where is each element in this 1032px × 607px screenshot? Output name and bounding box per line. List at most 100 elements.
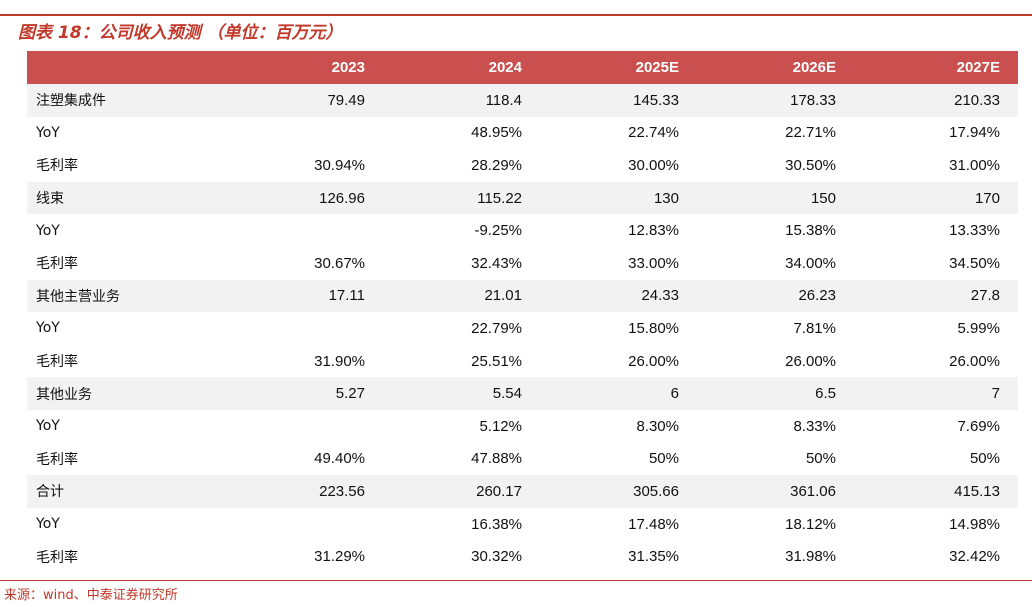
value-cell bbox=[227, 214, 383, 247]
row-label: 毛利率 bbox=[36, 354, 78, 371]
value-cell: 22.71% bbox=[785, 124, 836, 142]
source-note: 来源：wind、中泰证券研究所 bbox=[4, 588, 178, 603]
table-header-row: 2023 2024 2025E 2026E 2027E bbox=[27, 51, 1018, 84]
value-cell: 14.98% bbox=[949, 515, 1000, 533]
value-cell: 26.00% bbox=[628, 352, 679, 370]
value-cell: 5.12% bbox=[479, 417, 522, 435]
value-cell: 30.50% bbox=[785, 156, 836, 174]
value-cell: 260.17 bbox=[383, 475, 540, 508]
value-cell: 26.00% bbox=[785, 352, 836, 370]
row-label: 毛利率 bbox=[36, 451, 78, 468]
value-cell: 31.00% bbox=[949, 156, 1000, 174]
header-cell: 2027E bbox=[854, 51, 1018, 84]
value-cell: 415.13 bbox=[854, 475, 1018, 508]
row-label: 毛利率 bbox=[36, 158, 78, 175]
value-cell: 48.95% bbox=[471, 124, 522, 142]
table-row: YoY 5.12% 8.30% 8.33% 7.69% bbox=[27, 410, 1018, 443]
value-cell: 8.33% bbox=[793, 417, 836, 435]
value-cell: 26.23 bbox=[697, 279, 854, 313]
value-cell: 30.00% bbox=[628, 156, 679, 174]
table-row: 毛利率 31.90% 25.51% 26.00% 26.00% 26.00% bbox=[27, 345, 1018, 378]
value-cell: 24.33 bbox=[540, 279, 697, 313]
row-label: 注塑集成件 bbox=[27, 84, 227, 117]
value-cell: 31.29% bbox=[314, 548, 365, 566]
table-row: YoY -9.25% 12.83% 15.38% 13.33% bbox=[27, 214, 1018, 247]
header-cell bbox=[27, 51, 227, 84]
value-cell: 17.11 bbox=[227, 279, 383, 313]
value-cell: 34.50% bbox=[949, 254, 1000, 272]
value-cell: 170 bbox=[854, 181, 1018, 215]
value-cell: 79.49 bbox=[227, 84, 383, 117]
value-cell: 6.5 bbox=[697, 377, 854, 410]
value-cell: 12.83% bbox=[628, 222, 679, 240]
value-cell: 16.38% bbox=[471, 515, 522, 533]
row-label: YoY bbox=[36, 222, 60, 239]
table-row: 其他主营业务 17.11 21.01 24.33 26.23 27.8 bbox=[27, 279, 1018, 313]
table-row: 毛利率 31.29% 30.32% 31.35% 31.98% 32.42% bbox=[27, 540, 1018, 573]
value-cell: 13.33% bbox=[949, 222, 1000, 240]
row-label: YoY bbox=[36, 516, 60, 533]
row-label: 线束 bbox=[27, 181, 227, 215]
table-row: YoY 48.95% 22.74% 22.71% 17.94% bbox=[27, 117, 1018, 150]
value-cell: 126.96 bbox=[227, 181, 383, 215]
top-rule bbox=[0, 14, 1032, 16]
value-cell: 32.42% bbox=[949, 548, 1000, 566]
value-cell: 50% bbox=[969, 450, 1000, 468]
value-cell: 5.27 bbox=[227, 377, 383, 410]
value-cell: 5.99% bbox=[957, 319, 1000, 337]
table-row: 注塑集成件 79.49 118.4 145.33 178.33 210.33 bbox=[27, 84, 1018, 117]
value-cell: 118.4 bbox=[383, 84, 540, 117]
revenue-forecast-table: 2023 2024 2025E 2026E 2027E 注塑集成件 79.49 11… bbox=[27, 51, 1018, 573]
value-cell: 7.81% bbox=[793, 319, 836, 337]
value-cell: 17.48% bbox=[628, 515, 679, 533]
value-cell bbox=[227, 410, 383, 443]
header-cell: 2023 bbox=[227, 51, 383, 84]
row-label: 合计 bbox=[27, 475, 227, 508]
value-cell: 6 bbox=[540, 377, 697, 410]
row-label: YoY bbox=[36, 320, 60, 337]
value-cell: 34.00% bbox=[785, 254, 836, 272]
row-label: 其他主营业务 bbox=[27, 279, 227, 313]
value-cell: 33.00% bbox=[628, 254, 679, 272]
value-cell: 27.8 bbox=[854, 279, 1018, 313]
value-cell: 26.00% bbox=[949, 352, 1000, 370]
value-cell: 30.94% bbox=[314, 156, 365, 174]
value-cell: 47.88% bbox=[471, 450, 522, 468]
value-cell bbox=[227, 508, 383, 541]
row-label: YoY bbox=[36, 418, 60, 435]
value-cell: 17.94% bbox=[949, 124, 1000, 142]
value-cell: 28.29% bbox=[471, 156, 522, 174]
value-cell: 223.56 bbox=[227, 475, 383, 508]
value-cell: 15.38% bbox=[785, 222, 836, 240]
value-cell bbox=[227, 312, 383, 345]
table-row: 合计 223.56 260.17 305.66 361.06 415.13 bbox=[27, 475, 1018, 508]
value-cell: 5.54 bbox=[383, 377, 540, 410]
table-row: 其他业务 5.27 5.54 6 6.5 7 bbox=[27, 377, 1018, 410]
value-cell bbox=[227, 117, 383, 150]
value-cell: 50% bbox=[805, 450, 836, 468]
value-cell: 305.66 bbox=[540, 475, 697, 508]
table-row: 毛利率 49.40% 47.88% 50% 50% 50% bbox=[27, 443, 1018, 476]
value-cell: 115.22 bbox=[383, 181, 540, 215]
header-cell: 2025E bbox=[540, 51, 697, 84]
value-cell: 30.32% bbox=[471, 548, 522, 566]
value-cell: 130 bbox=[540, 181, 697, 215]
table-row: 线束 126.96 115.22 130 150 170 bbox=[27, 181, 1018, 215]
value-cell: 15.80% bbox=[628, 319, 679, 337]
value-cell: 31.35% bbox=[628, 548, 679, 566]
value-cell: 22.79% bbox=[471, 319, 522, 337]
value-cell: 7.69% bbox=[957, 417, 1000, 435]
table-row: 毛利率 30.67% 32.43% 33.00% 34.00% 34.50% bbox=[27, 247, 1018, 280]
table-row: 毛利率 30.94% 28.29% 30.00% 30.50% 31.00% bbox=[27, 149, 1018, 182]
value-cell: 32.43% bbox=[471, 254, 522, 272]
source-rule bbox=[0, 580, 1032, 581]
table-row: YoY 22.79% 15.80% 7.81% 5.99% bbox=[27, 312, 1018, 345]
value-cell: 8.30% bbox=[636, 417, 679, 435]
value-cell: 50% bbox=[648, 450, 679, 468]
table-row: YoY 16.38% 17.48% 18.12% 14.98% bbox=[27, 508, 1018, 541]
value-cell: 25.51% bbox=[471, 352, 522, 370]
value-cell: 31.90% bbox=[314, 352, 365, 370]
value-cell: 145.33 bbox=[540, 84, 697, 117]
value-cell: 18.12% bbox=[785, 515, 836, 533]
value-cell: 31.98% bbox=[785, 548, 836, 566]
